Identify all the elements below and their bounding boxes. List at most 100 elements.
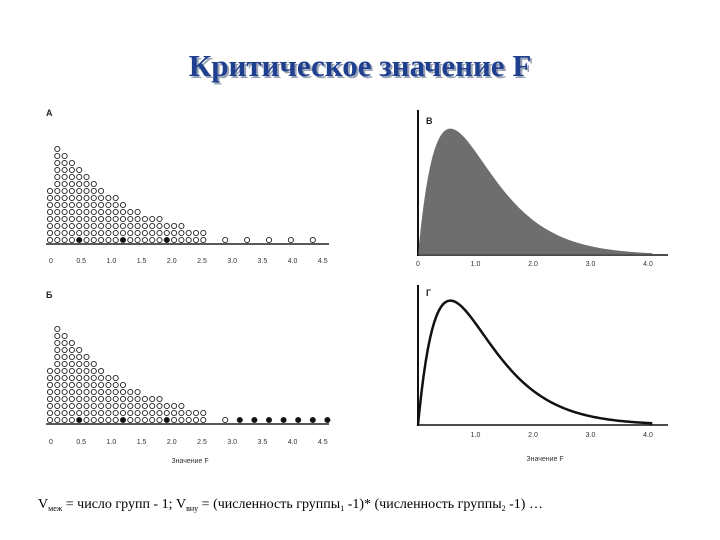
dot [98,229,105,237]
subscript: 2 [502,504,506,513]
dot [83,208,90,216]
panel-label: Г [426,288,431,298]
dot [61,367,68,375]
dot [68,166,75,174]
dot [112,194,119,202]
dot [112,388,119,396]
dot [83,395,90,403]
dot [54,236,61,244]
tick-label: 2.0 [167,258,177,265]
dot [105,374,112,382]
dot [76,388,83,396]
dot [105,409,112,417]
dot [61,194,68,202]
dot [141,236,148,244]
dot [265,416,273,424]
dot [61,360,68,368]
dot [98,222,105,230]
dot [200,236,207,244]
dot [127,208,134,216]
tick-label: 4.0 [643,432,653,439]
dot [76,409,83,417]
dot [61,236,68,244]
dot [46,215,54,223]
dot [76,166,83,174]
dot [192,409,200,417]
dot [178,402,185,410]
dot [192,236,200,244]
subscript: 1 [340,504,344,513]
dot [46,388,54,396]
dot [200,229,207,237]
dot [54,409,61,417]
dot [54,215,61,223]
dot [76,187,83,195]
dot [46,395,54,403]
dot [83,367,90,375]
dot [134,416,141,424]
dot [76,395,83,403]
dot [98,187,105,195]
density-curve [416,299,653,426]
dot [119,208,127,216]
dot [324,416,331,424]
dot [236,416,243,424]
dot [90,409,97,417]
dot [112,229,119,237]
dot [149,215,156,223]
dot [222,236,229,244]
dot [68,215,75,223]
dot [83,409,90,417]
dot [83,402,90,410]
dot [46,229,54,237]
dot [163,409,170,417]
dot [90,388,97,396]
dot [178,222,185,230]
dot [83,353,90,361]
dot [90,222,97,230]
dot [54,416,61,424]
dot [54,402,61,410]
dot [46,416,54,424]
dot [98,388,105,396]
dot [46,208,54,216]
dot [156,236,163,244]
dot [141,222,148,230]
tick-label: 0 [49,258,53,265]
dot [68,201,75,209]
tick-label: 0.5 [76,439,86,446]
dot [46,194,54,202]
dot [68,367,75,375]
dot [76,346,83,354]
dot [54,332,61,340]
dot [171,416,178,424]
dot [98,402,105,410]
dot [119,215,127,223]
dot [68,409,75,417]
dot [112,409,119,417]
dot [68,353,75,361]
dot [244,236,251,244]
dot [127,395,134,403]
dot [54,339,61,347]
dot [171,236,178,244]
dot [163,222,170,230]
formula-text: = (численность группы [198,497,341,512]
dot [90,194,97,202]
dot [76,180,83,188]
dot [76,208,83,216]
dot [141,395,148,403]
dot [68,339,75,347]
panel-label: Б [46,290,53,300]
dot [76,173,83,181]
dot [171,222,178,230]
formula-text: -1) … [506,497,543,512]
dot [98,416,105,424]
dot [105,194,112,202]
tick-label: 2.5 [197,258,207,265]
dot [119,222,127,230]
dot [112,381,119,389]
tick-label: 3.5 [258,439,268,446]
dot [90,395,97,403]
dot [61,402,68,410]
